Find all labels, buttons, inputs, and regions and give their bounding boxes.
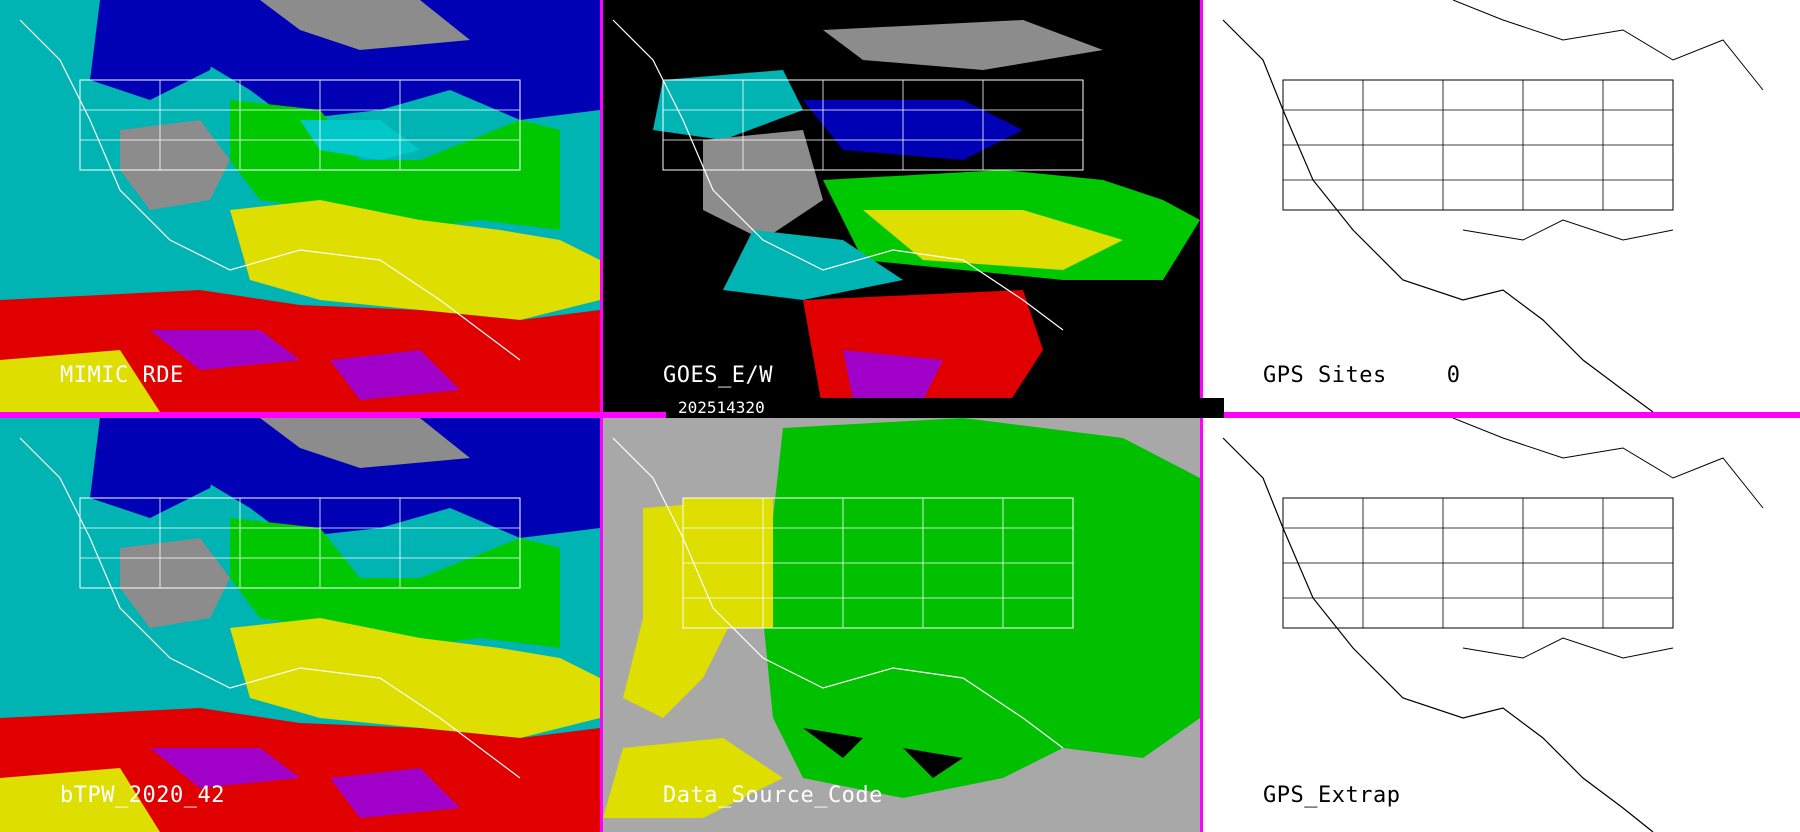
gps-sites-label: GPS Sites <box>1263 363 1387 388</box>
panel-label: GOES_E/W <box>663 363 773 388</box>
panel-label: bTPW_2020_42 <box>60 783 225 808</box>
panel-gps-extrap: GPS_Extrap <box>1203 418 1800 832</box>
panel-label: MIMIC RDE <box>60 363 184 388</box>
gps-sites-count: 0 <box>1446 363 1461 388</box>
tpw-map-mimic <box>0 0 600 412</box>
outline-map-gps-extrap <box>1203 418 1800 832</box>
source-code-map <box>603 418 1200 832</box>
tpw-map-goes <box>603 0 1200 412</box>
panel-mimic-rde: MIMIC RDE <box>0 0 600 412</box>
outline-map-gps-sites <box>1203 0 1800 412</box>
panel-gps-sites: GPS Sites 0 <box>1203 0 1800 412</box>
divider-vertical-left <box>600 0 603 832</box>
panel-goes-ew: GOES_E/W <box>603 0 1200 412</box>
timestamp: 202514320 <box>666 398 1224 418</box>
tpw-map-btpw <box>0 418 600 832</box>
panel-label: Data_Source_Code <box>663 783 883 808</box>
panel-label: GPS Sites 0 <box>1263 363 1460 388</box>
panel-data-source-code: Data_Source_Code <box>603 418 1200 832</box>
panel-label: GPS_Extrap <box>1263 783 1401 808</box>
panel-btpw: bTPW_2020_42 <box>0 418 600 832</box>
